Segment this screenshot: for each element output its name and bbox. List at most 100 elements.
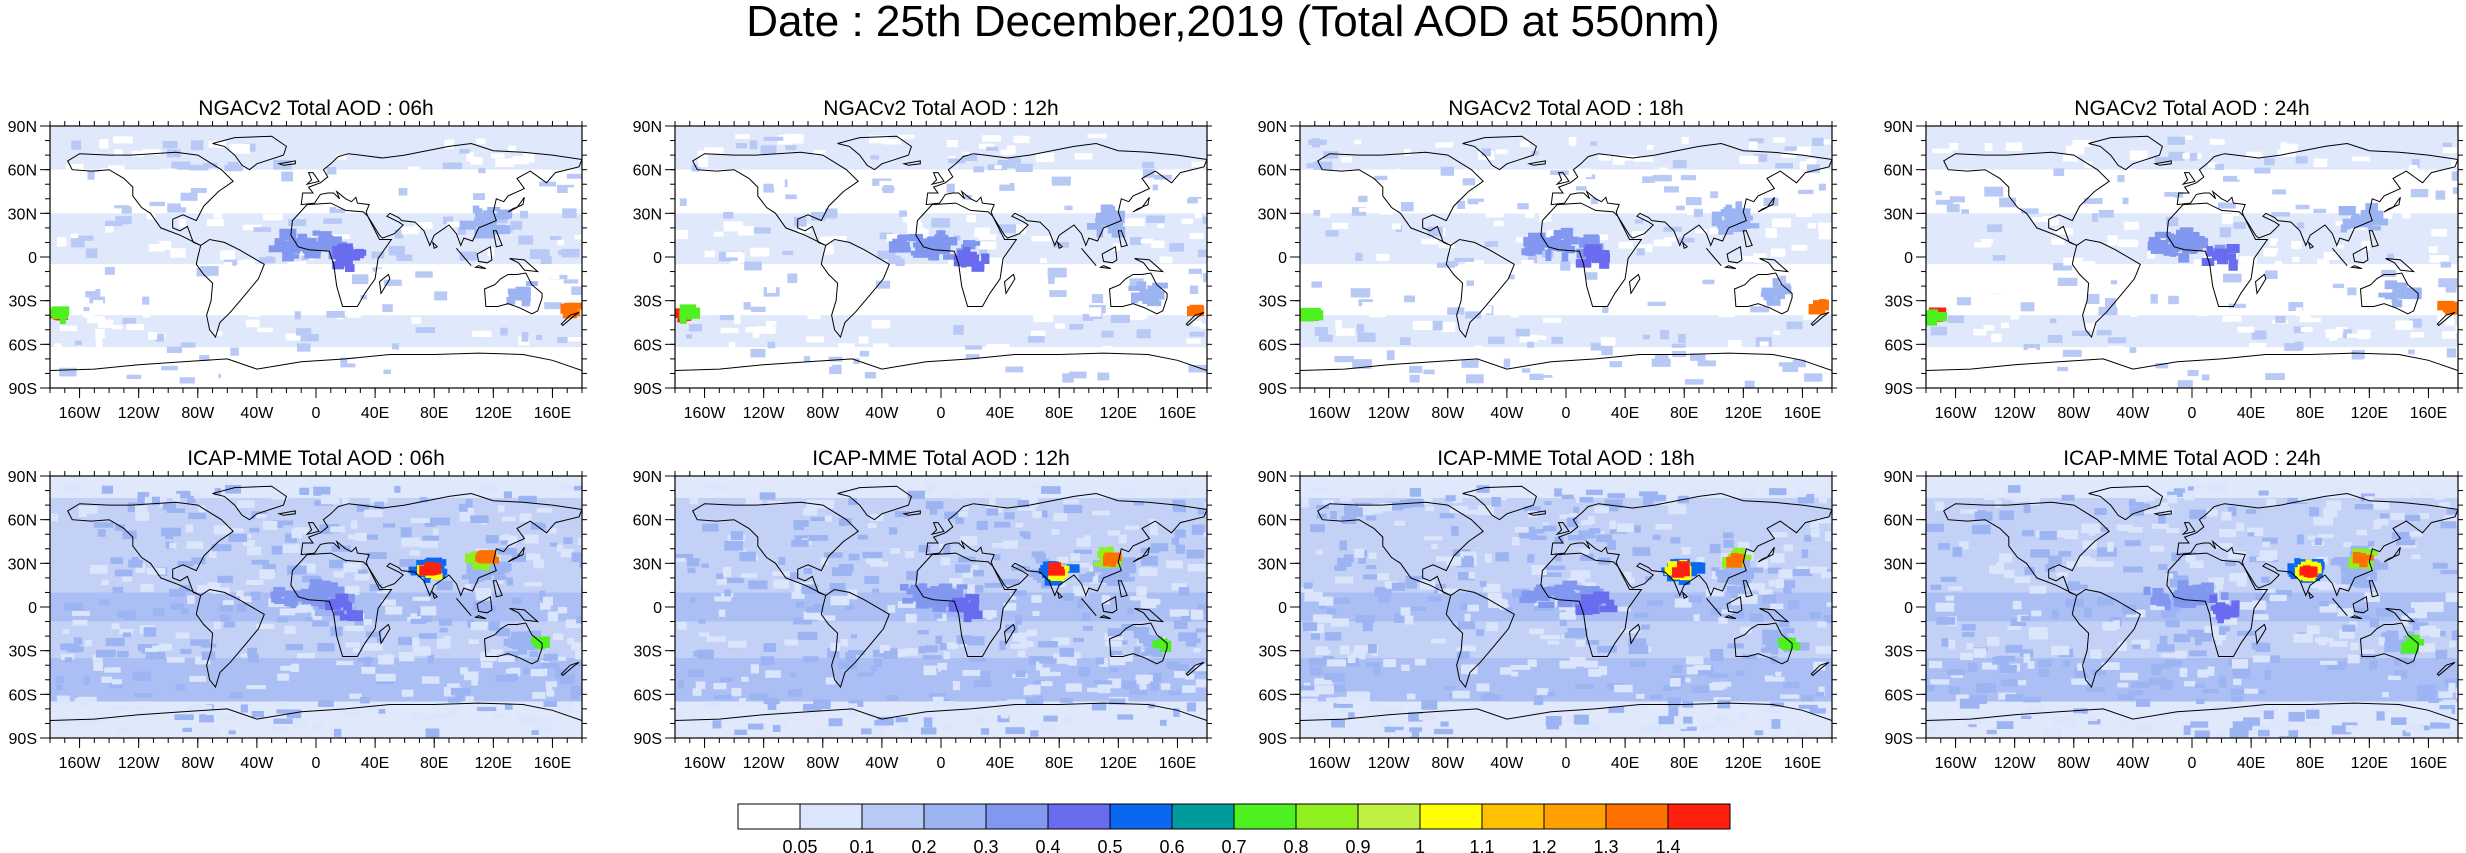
aod-cell bbox=[1089, 565, 1096, 572]
coastline bbox=[1628, 623, 1641, 645]
aod-cell bbox=[1559, 604, 1576, 611]
aod-plume bbox=[2355, 217, 2373, 228]
aod-plume bbox=[1310, 310, 1324, 321]
aod-cell bbox=[117, 610, 126, 619]
aod-cell bbox=[974, 585, 984, 593]
aod-cell bbox=[1020, 641, 1034, 648]
aod-plume bbox=[1719, 571, 1736, 580]
aod-cell bbox=[1385, 490, 1397, 498]
aod-field bbox=[50, 126, 582, 388]
aod-cell bbox=[143, 627, 157, 637]
aod-cell bbox=[1818, 495, 1827, 504]
aod-cell bbox=[1193, 648, 1201, 653]
aod-cell bbox=[1440, 721, 1449, 727]
aod-plume bbox=[2365, 203, 2379, 213]
aod-cell bbox=[976, 520, 988, 531]
coastline bbox=[1733, 622, 1793, 665]
aod-cell bbox=[955, 564, 971, 573]
aod-cell bbox=[704, 250, 716, 258]
aod-cell bbox=[2157, 505, 2170, 512]
aod-cell bbox=[1739, 713, 1747, 722]
aod-cell bbox=[522, 553, 541, 561]
aod-cell bbox=[490, 649, 503, 654]
aod-cell bbox=[1314, 327, 1329, 336]
aod-cell bbox=[1767, 709, 1781, 714]
aod-cell bbox=[326, 311, 345, 318]
aod-cell bbox=[2441, 331, 2456, 339]
aod-cell bbox=[2442, 142, 2452, 147]
aod-cell bbox=[224, 621, 236, 628]
aod-plume bbox=[1776, 290, 1786, 300]
aod-cell bbox=[412, 596, 431, 601]
aod-cell bbox=[1660, 329, 1670, 340]
coastline bbox=[1550, 492, 1832, 597]
aod-cell bbox=[2015, 372, 2028, 378]
aod-cell bbox=[2127, 527, 2143, 533]
aod-cell bbox=[543, 191, 557, 196]
aod-cell bbox=[686, 558, 700, 567]
aod-cell bbox=[56, 237, 67, 247]
aod-cell bbox=[111, 623, 120, 630]
aod-cell bbox=[374, 501, 384, 510]
coastline bbox=[431, 590, 439, 600]
aod-cell bbox=[105, 225, 114, 233]
aod-cell bbox=[759, 372, 773, 380]
aod-cell bbox=[187, 495, 196, 504]
aod-cell bbox=[319, 524, 334, 534]
aod-cell bbox=[1104, 640, 1122, 647]
aod-plume bbox=[2202, 592, 2212, 603]
coastline bbox=[1723, 615, 1737, 620]
aod-cell bbox=[1691, 488, 1707, 495]
aod-plume bbox=[2228, 259, 2238, 271]
aod-plume bbox=[902, 597, 914, 604]
aod-cell bbox=[2313, 516, 2334, 526]
aod-cell bbox=[443, 636, 451, 642]
x-tick-label: 40E bbox=[986, 755, 1014, 772]
aod-cell bbox=[2057, 530, 2069, 538]
aod-cell bbox=[716, 579, 727, 585]
aod-cell bbox=[2216, 543, 2233, 548]
aod-cell bbox=[1427, 226, 1443, 237]
aod-plume bbox=[419, 565, 436, 576]
aod-plume bbox=[2172, 595, 2180, 601]
aod-cell bbox=[1712, 490, 1720, 495]
aod-cell bbox=[1756, 559, 1769, 569]
aod-cell bbox=[946, 642, 959, 650]
aod-cell bbox=[999, 640, 1006, 651]
aod-cell bbox=[803, 611, 823, 620]
aod-cell bbox=[1736, 670, 1745, 677]
aod-cell bbox=[797, 224, 812, 233]
aod-cell bbox=[497, 655, 515, 662]
aod-cell bbox=[2019, 282, 2031, 289]
aod-cell bbox=[1804, 373, 1823, 382]
aod-cell bbox=[543, 701, 557, 707]
aod-cell bbox=[936, 701, 955, 707]
aod-plume bbox=[932, 601, 946, 612]
aod-plume bbox=[936, 230, 946, 238]
aod-cell bbox=[1195, 679, 1207, 688]
aod-cell bbox=[1135, 674, 1153, 684]
aod-cell bbox=[2297, 498, 2308, 503]
aod-cell bbox=[1039, 258, 1047, 263]
coastline bbox=[509, 258, 540, 273]
aod-cell bbox=[1456, 651, 1470, 659]
aod-cell bbox=[933, 613, 943, 619]
aod-cell bbox=[1467, 198, 1484, 205]
aod-cell bbox=[143, 310, 151, 318]
aod-cell bbox=[2381, 269, 2396, 277]
aod-cell bbox=[2295, 156, 2308, 164]
coastline bbox=[473, 615, 487, 620]
aod-cell bbox=[1636, 248, 1645, 256]
aod-cell bbox=[2314, 638, 2334, 643]
aod-cell bbox=[2097, 598, 2115, 606]
aod-cell bbox=[2047, 334, 2063, 343]
aod-cell bbox=[2087, 293, 2100, 304]
aod-cell bbox=[2411, 602, 2424, 608]
aod-cell bbox=[2010, 310, 2020, 320]
y-tick-label: 60S bbox=[9, 687, 37, 704]
aod-cell bbox=[864, 372, 877, 379]
aod-cell bbox=[59, 277, 74, 283]
aod-cell bbox=[199, 355, 210, 361]
aod-cell bbox=[1400, 202, 1414, 212]
aod-cell bbox=[2435, 495, 2445, 501]
